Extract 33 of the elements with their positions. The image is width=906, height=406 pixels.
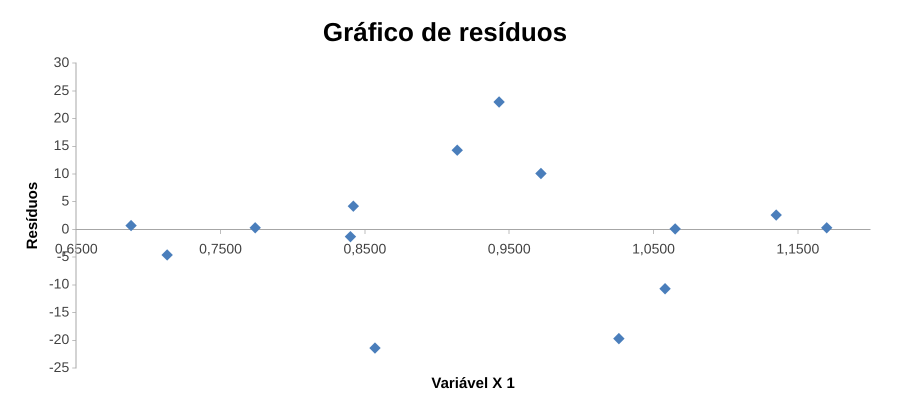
point <box>770 210 782 221</box>
point <box>613 333 624 344</box>
y-tick-label: -15 <box>49 303 70 320</box>
x-tick-label: 0,9500 <box>488 240 531 257</box>
y-tick-label: 20 <box>54 109 70 126</box>
x-tick-label: 1,0500 <box>632 240 676 257</box>
chart-title: Gráfico de resíduos <box>322 16 568 47</box>
y-tick-label: 15 <box>54 137 70 154</box>
x-tick-label: 0,8500 <box>343 240 386 257</box>
y-tick-label: -25 <box>49 358 70 375</box>
point <box>348 200 359 212</box>
y-tick-label: 30 <box>54 54 70 70</box>
x-tick-label: 0,7500 <box>199 240 242 257</box>
y-tick-label: 10 <box>54 164 70 181</box>
point <box>535 168 546 179</box>
point <box>452 144 463 156</box>
y-tick-label: 0 <box>61 220 70 236</box>
point <box>162 249 173 260</box>
x-axis-title: Variável X 1 <box>431 375 515 392</box>
point <box>344 231 356 242</box>
point <box>821 222 832 234</box>
y-tick-label: 25 <box>54 82 70 98</box>
x-tick-label: 1,1500 <box>776 240 820 257</box>
y-tick-label: -20 <box>49 331 70 348</box>
point <box>660 283 671 294</box>
point <box>494 96 505 108</box>
point <box>670 223 681 234</box>
y-axis-title: Resíduos <box>24 182 42 250</box>
point <box>250 222 261 234</box>
y-tick-label: -10 <box>49 276 70 292</box>
y-tick-label: 5 <box>61 192 70 209</box>
point <box>369 342 380 354</box>
point <box>126 220 137 232</box>
